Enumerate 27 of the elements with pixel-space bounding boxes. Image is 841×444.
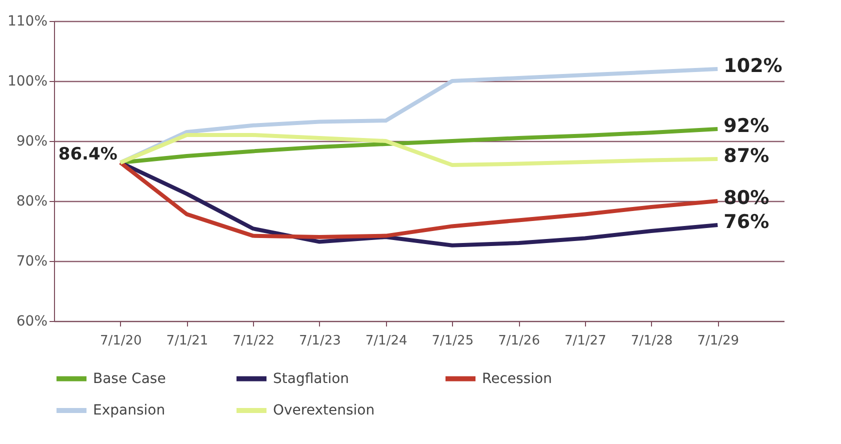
legend-label: Base Case: [93, 370, 166, 387]
legend-label: Expansion: [93, 402, 166, 418]
x-tick-label: 7/1/22: [232, 334, 275, 348]
data-label: 92%: [724, 115, 770, 137]
y-tick-label: 100%: [7, 74, 48, 90]
legend-label: Recession: [482, 370, 552, 387]
x-tick-label: 7/1/24: [365, 334, 408, 348]
y-tick-label: 90%: [16, 134, 48, 150]
x-tick-label: 7/1/29: [697, 334, 740, 348]
x-tick-label: 7/1/20: [100, 334, 142, 348]
y-tick-label: 80%: [16, 194, 48, 210]
x-tick-label: 7/1/28: [630, 334, 673, 348]
line-series: [118, 133, 720, 167]
x-tick-label: 7/1/21: [166, 334, 208, 348]
y-tick-label: 110%: [7, 14, 48, 30]
y-tick-label: 60%: [16, 314, 48, 330]
data-label: 87%: [724, 145, 770, 167]
y-tick-label: 70%: [16, 254, 48, 270]
annotation: 86.4%: [58, 144, 118, 165]
x-tick-label: 7/1/25: [432, 334, 474, 348]
x-tick-label: 7/1/23: [299, 334, 341, 348]
x-tick-label: 7/1/27: [564, 334, 606, 348]
legend-label: Stagflation: [273, 370, 350, 387]
data-label: 76%: [724, 211, 770, 233]
data-label: 102%: [724, 55, 782, 77]
legend-label: Overextension: [273, 402, 375, 418]
x-tick-label: 7/1/26: [498, 334, 540, 348]
